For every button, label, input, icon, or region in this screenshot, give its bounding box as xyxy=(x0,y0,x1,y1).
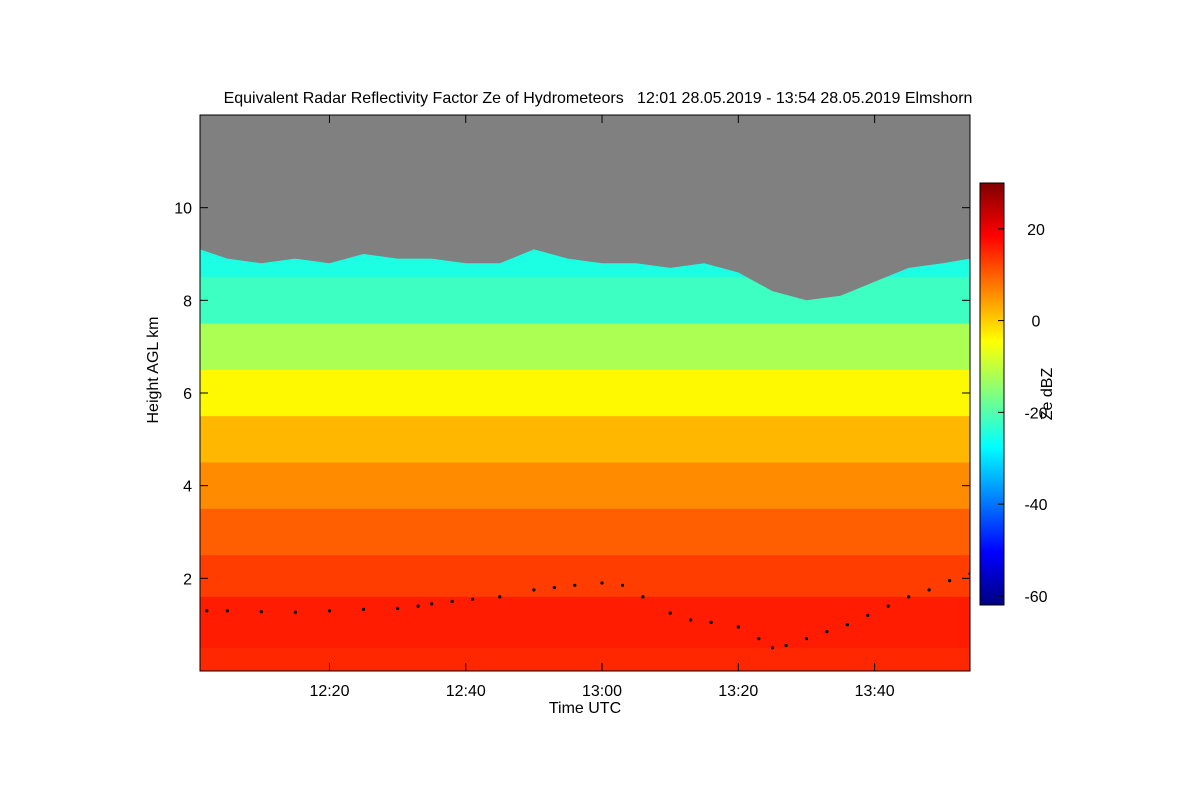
cloud-base-point xyxy=(804,637,809,641)
cloud-base-point xyxy=(471,597,475,601)
cloud-base-point xyxy=(573,583,577,587)
x-tick-label: 13:40 xyxy=(855,683,895,700)
no-signal-area xyxy=(200,115,970,301)
cloud-base-point xyxy=(866,613,870,618)
colorbar-fill xyxy=(979,182,1005,606)
x-axis-label: Time UTC xyxy=(549,700,621,717)
colorbar-label: Ze dBZ xyxy=(1039,368,1056,421)
y-tick-label: 4 xyxy=(183,479,192,496)
y-tick-label: 6 xyxy=(183,386,192,403)
cloud-base-point xyxy=(498,595,502,599)
cloud-base-point xyxy=(552,586,556,590)
cloud-base-point xyxy=(689,618,693,622)
reflectivity-layer xyxy=(200,647,970,671)
cloud-base-point xyxy=(225,609,229,613)
x-tick-label: 13:00 xyxy=(582,683,622,700)
cloud-base-point xyxy=(784,643,788,648)
colorbar-tick-label: -20 xyxy=(1024,405,1047,422)
colorbar-tick-label: 20 xyxy=(1027,222,1045,239)
cloud-base-point xyxy=(532,588,536,592)
y-tick-label: 10 xyxy=(174,201,192,218)
cloud-base-point xyxy=(757,637,761,641)
cloud-base-point xyxy=(620,583,625,587)
colorbar-ticks: 20 0 -20 -40 -60 xyxy=(998,222,1048,606)
cloud-base-point xyxy=(430,602,434,606)
y-tick-label: 2 xyxy=(183,571,192,588)
cloud-base-point xyxy=(886,604,890,608)
x-tick-label: 12:40 xyxy=(446,683,486,700)
cloud-base-point xyxy=(600,581,604,585)
chart-title: Equivalent Radar Reflectivity Factor Ze … xyxy=(224,90,973,107)
cloud-base-point xyxy=(327,609,332,613)
reflectivity-layer xyxy=(200,462,970,510)
reflectivity-layer xyxy=(200,596,970,649)
cloud-base-point xyxy=(416,604,420,608)
colorbar-tick-label: 0 xyxy=(1032,314,1041,331)
heatmap-plot-area xyxy=(200,115,970,671)
colorbar-tick-label: -40 xyxy=(1024,497,1047,514)
reflectivity-layer xyxy=(200,369,970,417)
cloud-base-series xyxy=(205,572,970,650)
cloud-base-point xyxy=(825,630,829,634)
cloud-base-point xyxy=(293,610,297,614)
reflectivity-layer xyxy=(200,323,970,371)
cloud-base-point xyxy=(709,620,713,625)
cloud-base-point xyxy=(259,610,263,614)
cloud-base-point xyxy=(927,588,931,592)
reflectivity-layer xyxy=(200,508,970,556)
cloud-base-point xyxy=(396,606,400,611)
cloud-base-point xyxy=(361,607,366,612)
x-tick-label: 13:20 xyxy=(718,683,758,700)
cloud-base-point xyxy=(845,623,849,627)
colorbar: 20 0 -20 -40 -60 Ze dBZ xyxy=(979,182,1056,606)
colorbar-tick-label: -60 xyxy=(1024,589,1047,606)
cloud-base-point xyxy=(450,599,454,604)
cloud-base-point xyxy=(641,595,645,599)
y-axis-label: Height AGL km xyxy=(145,316,162,423)
no-signal-region xyxy=(200,115,970,301)
cloud-base-point xyxy=(948,579,952,583)
reflectivity-layer xyxy=(200,555,970,598)
y-tick-label: 8 xyxy=(183,293,192,310)
cloud-base-point xyxy=(736,625,740,629)
reflectivity-layer xyxy=(200,416,970,463)
x-tick-label: 12:20 xyxy=(309,683,349,700)
cloud-base-point xyxy=(205,609,209,613)
cloud-base-point xyxy=(668,611,672,615)
cloud-base-point xyxy=(770,646,775,650)
y-axis-ticks: 2 4 6 8 10 xyxy=(174,201,970,588)
cloud-base-point xyxy=(907,595,911,599)
x-axis-ticks: 12:20 12:40 13:00 13:20 13:40 xyxy=(309,115,895,700)
